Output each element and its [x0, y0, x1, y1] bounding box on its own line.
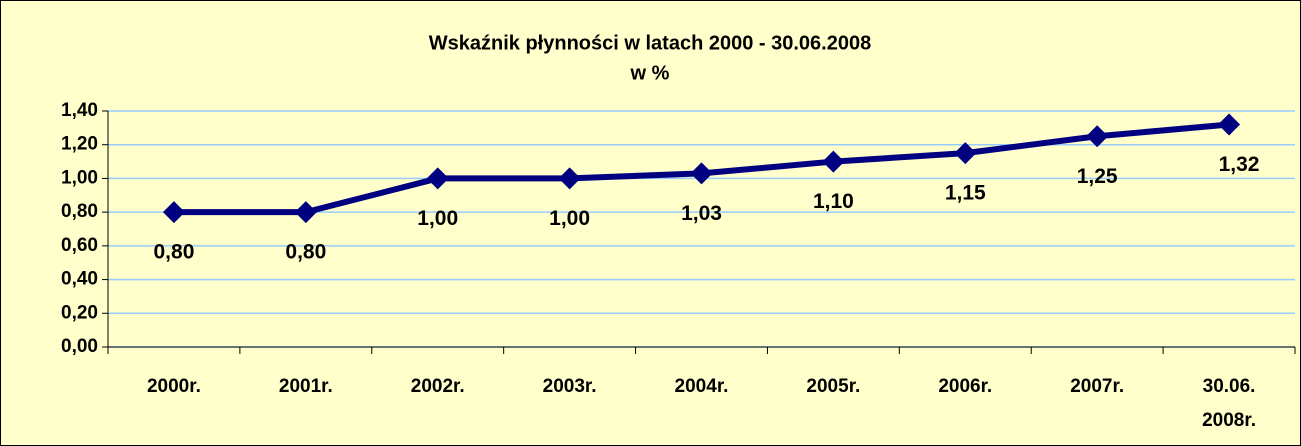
- x-tick-label: 2002r.: [410, 376, 465, 397]
- marker: [426, 167, 449, 190]
- x-tick-label: 2000r.: [146, 376, 201, 397]
- data-label: 1,10: [813, 190, 854, 213]
- marker: [294, 201, 317, 224]
- chart-subtitle: w %: [630, 62, 670, 84]
- marker: [690, 162, 713, 185]
- x-tick-label: 2005r.: [806, 376, 861, 397]
- y-tick-label: 0,00: [61, 336, 98, 357]
- y-tick-label: 1,20: [61, 134, 98, 155]
- chart-title: Wskaźnik płynności w latach 2000 - 30.06…: [429, 32, 871, 54]
- y-tick-label: 1,00: [61, 167, 98, 188]
- y-tick-label: 0,60: [61, 235, 98, 256]
- x-tick-label: 2007r.: [1070, 376, 1125, 397]
- data-label: 1,25: [1077, 165, 1118, 188]
- data-label: 1,03: [681, 202, 722, 225]
- data-label: 0,80: [154, 241, 195, 264]
- data-label: 1,15: [945, 182, 986, 205]
- data-label: 0,80: [285, 241, 326, 264]
- marker: [1218, 113, 1241, 136]
- y-tick-label: 0,40: [61, 269, 98, 290]
- x-tick-label: 2004r.: [674, 376, 729, 397]
- y-tick-label: 1,40: [61, 100, 98, 121]
- x-tick-label: 30.06. 2008r.: [1202, 376, 1256, 431]
- data-label: 1,00: [549, 207, 590, 230]
- marker: [558, 167, 581, 190]
- marker: [822, 150, 845, 173]
- x-tick-label: 2006r.: [938, 376, 993, 397]
- marker: [954, 142, 977, 165]
- y-tick-label: 0,20: [61, 302, 98, 323]
- x-tick-label: 2001r.: [278, 376, 333, 397]
- x-tick-label: 2003r.: [542, 376, 597, 397]
- marker: [162, 201, 185, 224]
- marker: [1086, 125, 1109, 148]
- data-label: 1,32: [1219, 153, 1260, 176]
- data-label: 1,00: [417, 207, 458, 230]
- y-tick-label: 0,80: [61, 201, 98, 222]
